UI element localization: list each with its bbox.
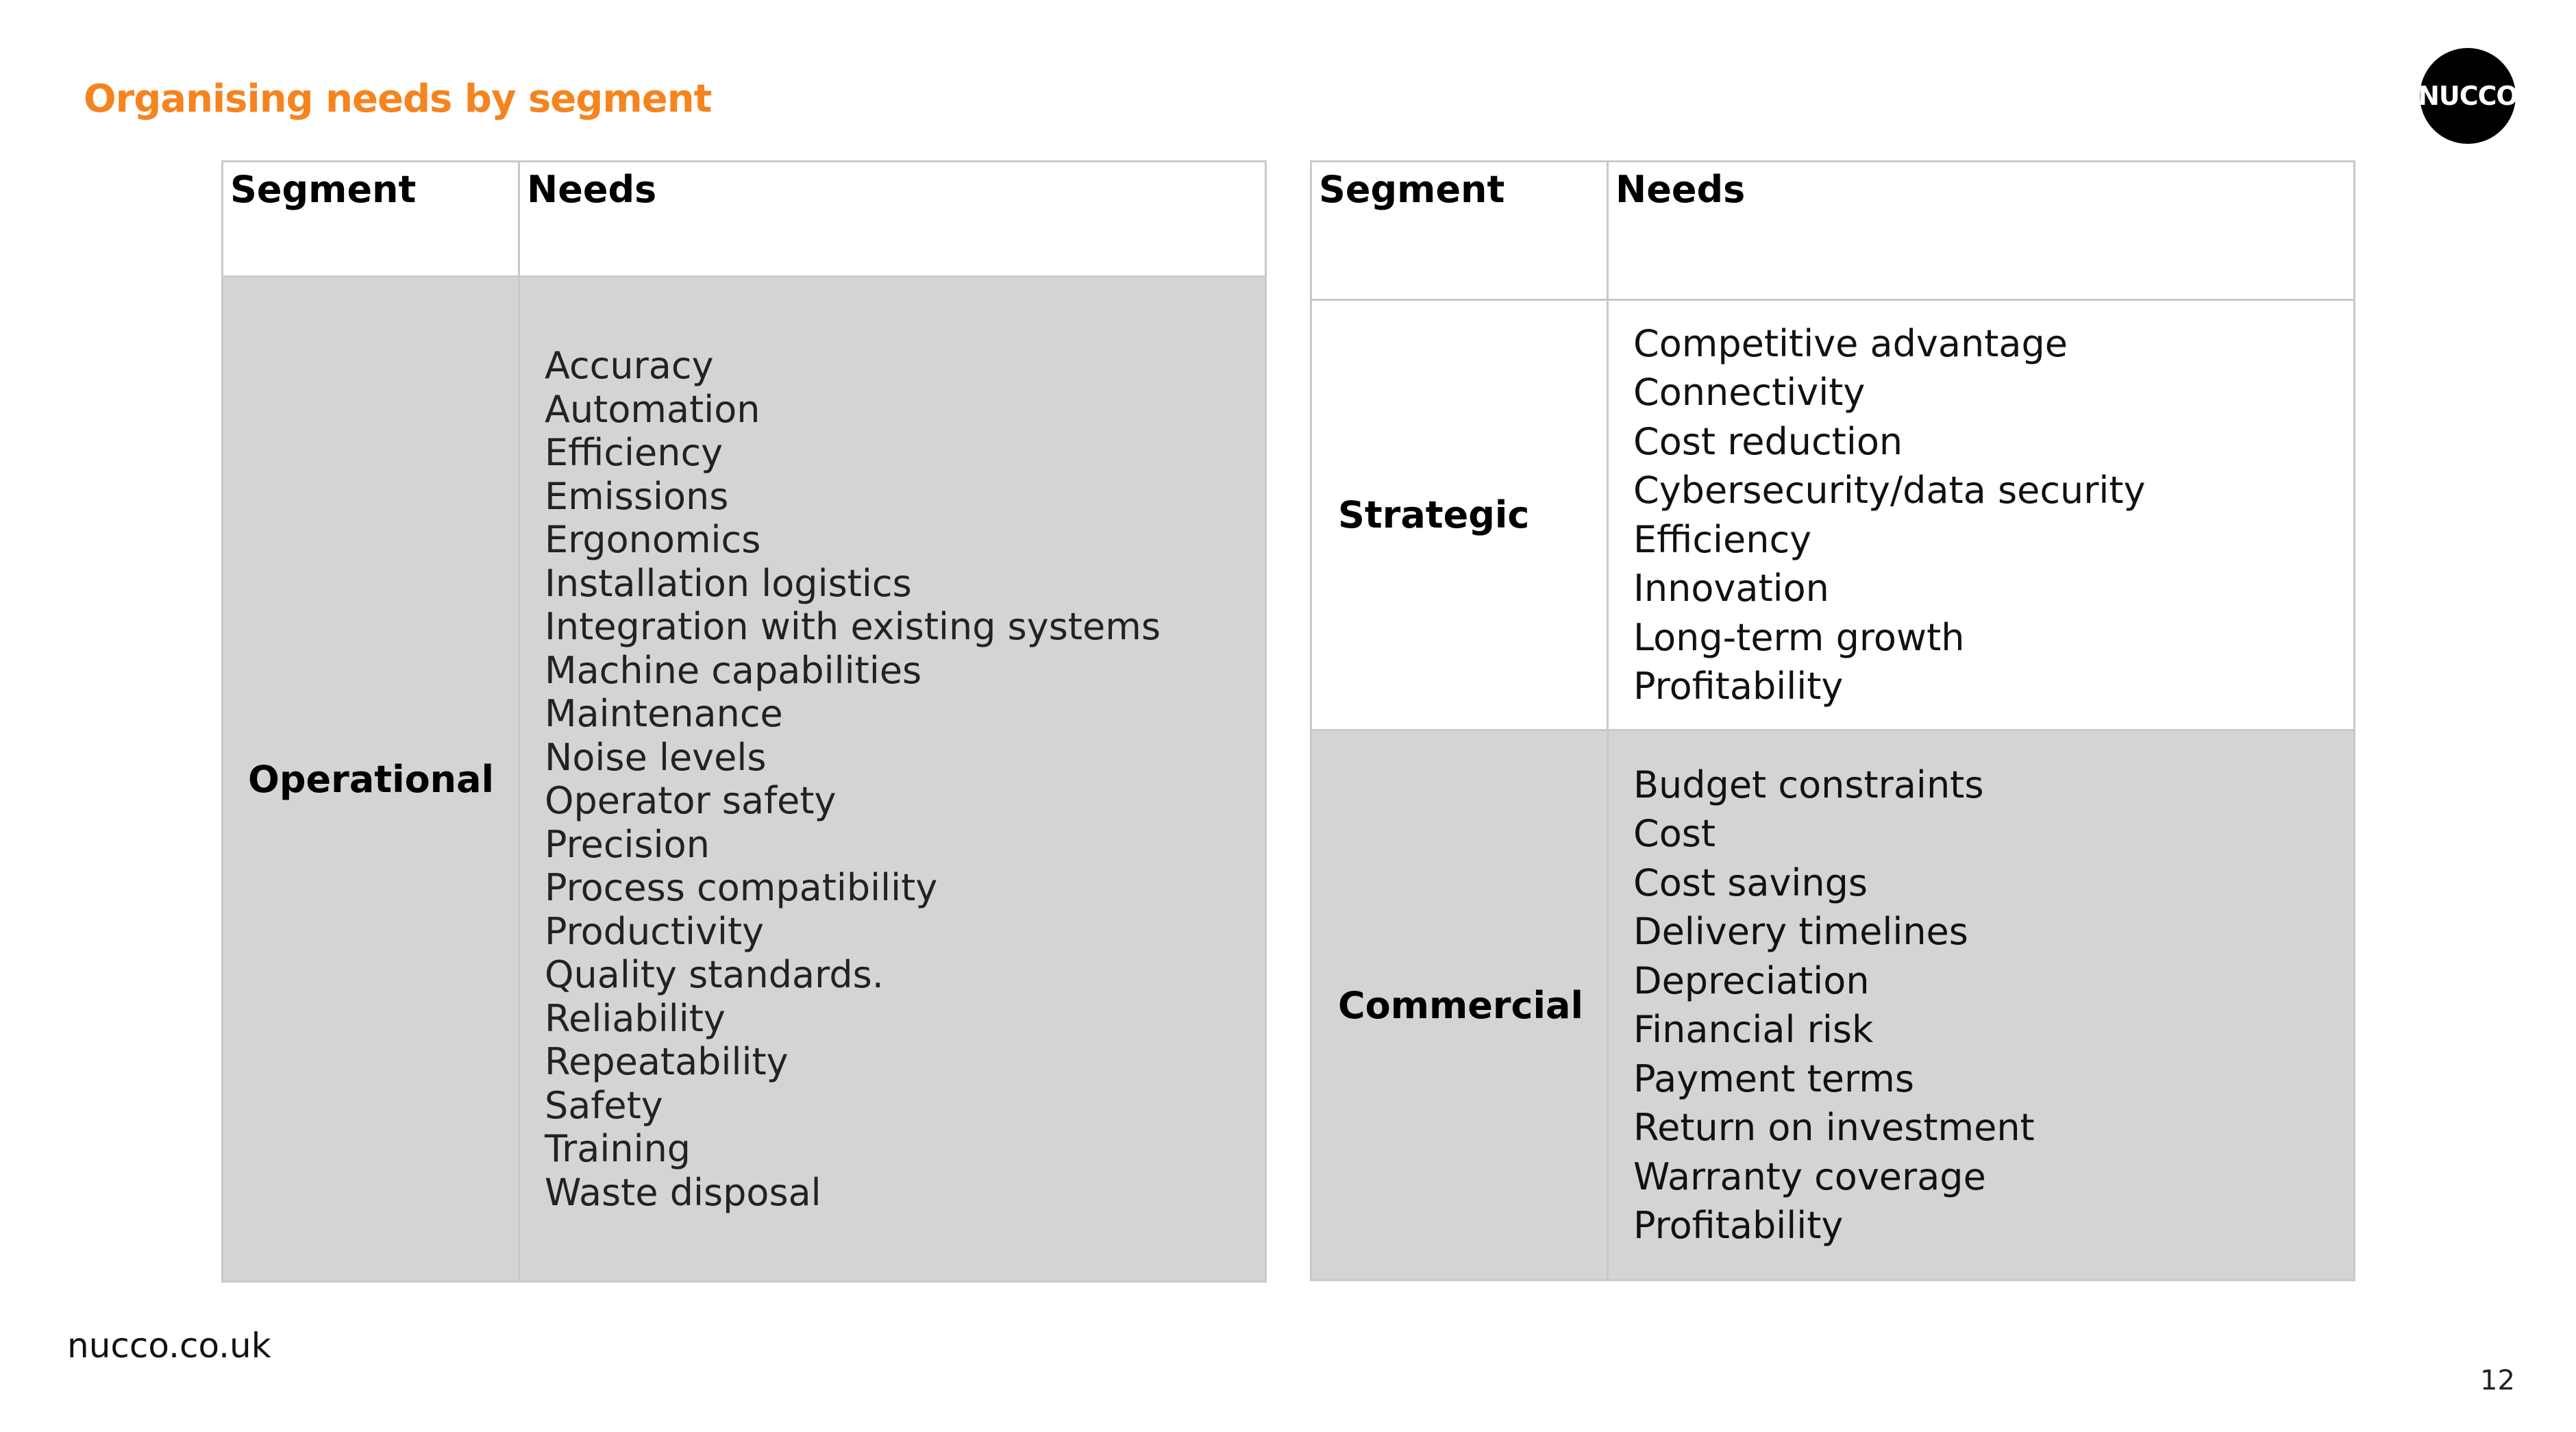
need-item: Process compatibility	[545, 866, 938, 909]
need-item: Long-term growth	[1633, 615, 1965, 659]
needs-list-operational: Accuracy Automation Efficiency Emissions Erg…	[545, 344, 1265, 1214]
need-item: Training	[545, 1127, 691, 1170]
need-item: Machine capabilities	[545, 648, 922, 692]
page-number: 12	[2480, 1365, 2515, 1396]
segment-operational: Operational	[221, 275, 520, 1283]
header-needs: Needs	[1607, 160, 2355, 301]
need-item: Return on investment	[1633, 1106, 2035, 1149]
header-needs: Needs	[518, 160, 1267, 277]
need-item: Repeatability	[545, 1040, 789, 1083]
need-item: Ergonomics	[545, 518, 761, 561]
need-item: Cybersecurity/data security	[1633, 469, 2146, 512]
need-item: Warranty coverage	[1633, 1155, 1986, 1198]
need-item: Integration with existing systems	[545, 605, 1161, 648]
need-item: Financial risk	[1633, 1008, 1874, 1051]
needs-cell-commercial: Budget constraints Cost Cost savings Delive…	[1607, 729, 2355, 1281]
table-row-commercial: Commercial Budget constraints Cost Cost sa…	[1310, 729, 2355, 1281]
need-item: Noise levels	[545, 735, 767, 779]
segment-strategic: Strategic	[1310, 299, 1609, 731]
need-item: Innovation	[1633, 567, 1829, 610]
operational-needs-table: Segment Needs Operational Accuracy Automa…	[221, 160, 1267, 1283]
table-row-strategic: Strategic Competitive advantage Connectiv…	[1310, 299, 2355, 731]
need-item: Delivery timelines	[1633, 910, 1968, 953]
need-item: Quality standards.	[545, 953, 884, 996]
needs-cell-strategic: Competitive advantage Connectivity Cost re…	[1607, 299, 2355, 731]
need-item: Automation	[545, 387, 760, 431]
need-item: Reliability	[545, 996, 726, 1040]
header-segment: Segment	[221, 160, 520, 277]
need-item: Budget constraints	[1633, 763, 1984, 806]
need-item: Profitability	[1633, 1204, 1844, 1247]
need-item: Efficiency	[1633, 517, 1812, 561]
need-item: Emissions	[545, 474, 729, 518]
needs-list-strategic: Competitive advantage Connectivity Cost re…	[1633, 319, 2353, 711]
table-header-row: Segment Needs	[1310, 160, 2355, 301]
need-item: Productivity	[545, 909, 765, 953]
need-item: Efficiency	[545, 431, 723, 474]
need-item: Operator safety	[545, 779, 837, 822]
need-item: Competitive advantage	[1633, 321, 2068, 365]
slide-title: Organising needs by segment	[84, 77, 712, 121]
need-item: Waste disposal	[545, 1170, 821, 1214]
need-item: Cost savings	[1633, 861, 1868, 904]
need-item: Accuracy	[545, 344, 714, 387]
strategic-commercial-needs-table: Segment Needs Strategic Competitive adva…	[1310, 160, 2355, 1281]
need-item: Safety	[545, 1083, 663, 1127]
need-item: Installation logistics	[545, 561, 912, 605]
need-item: Connectivity	[1633, 371, 1866, 414]
need-item: Maintenance	[545, 692, 783, 735]
nucco-logo: NUCCO	[2418, 48, 2518, 144]
need-item: Cost reduction	[1633, 419, 1903, 463]
table-header-row: Segment Needs	[221, 160, 1267, 277]
segment-commercial: Commercial	[1310, 729, 1609, 1281]
need-item: Cost	[1633, 812, 1716, 855]
needs-cell-operational: Accuracy Automation Efficiency Emissions Erg…	[518, 275, 1267, 1283]
need-item: Payment terms	[1633, 1057, 1914, 1100]
needs-list-commercial: Budget constraints Cost Cost savings Delive…	[1633, 761, 2353, 1250]
logo-text: NUCCO	[2418, 81, 2518, 111]
header-segment: Segment	[1310, 160, 1609, 301]
need-item: Precision	[545, 822, 710, 866]
need-item: Profitability	[1633, 665, 1844, 708]
footer-url: nucco.co.uk	[67, 1326, 271, 1366]
table-row-operational: Operational Accuracy Automation Efficiency…	[221, 275, 1267, 1283]
need-item: Depreciation	[1633, 959, 1870, 1002]
